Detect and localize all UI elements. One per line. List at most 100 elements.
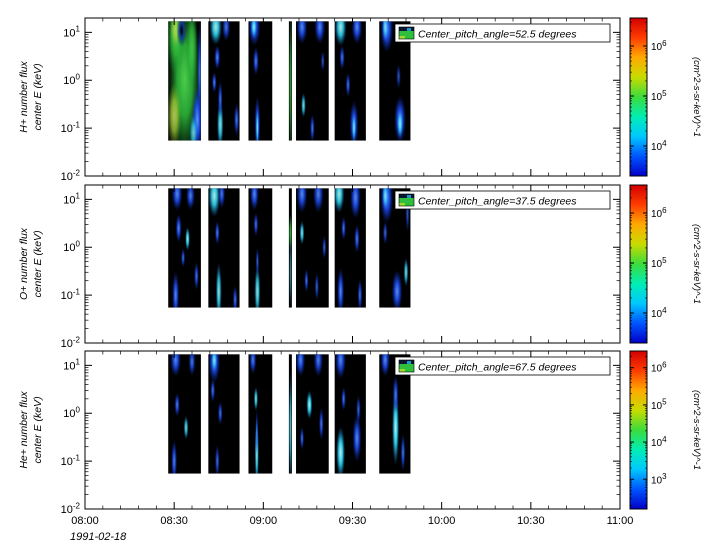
flux-blob bbox=[288, 370, 292, 474]
legend-icon-border bbox=[398, 359, 415, 373]
flux-blob bbox=[333, 188, 345, 214]
legend-icon-dark-band bbox=[399, 194, 414, 198]
flux-blob bbox=[403, 257, 409, 287]
flux-blob bbox=[392, 375, 399, 414]
flux-blob bbox=[345, 72, 351, 98]
flux-blob bbox=[253, 386, 258, 411]
flux-blob bbox=[335, 354, 346, 380]
legend-box bbox=[394, 190, 611, 210]
flux-blob bbox=[320, 50, 325, 72]
y-tick-label: 10-1 bbox=[61, 454, 81, 469]
flux-blob bbox=[211, 71, 217, 93]
legend: Center_pitch_angle=67.5 degrees bbox=[394, 356, 611, 376]
flux-blob bbox=[396, 64, 401, 89]
flux-blob bbox=[172, 271, 180, 308]
flux-blob bbox=[179, 23, 184, 38]
legend-icon-dark-band bbox=[399, 360, 414, 364]
colorbar-unit-label: (cm^2-s-sr-keV)^-1 bbox=[691, 57, 702, 137]
flux-blob bbox=[382, 188, 389, 210]
flux-blob bbox=[197, 21, 203, 125]
flux-blob bbox=[289, 233, 292, 308]
flux-blob bbox=[334, 21, 347, 47]
legend-icon-yellow-band bbox=[399, 369, 405, 372]
flux-blob bbox=[314, 272, 319, 302]
x-tick-label: 09:30 bbox=[339, 515, 367, 527]
flux-blob bbox=[218, 188, 226, 209]
flux-blob bbox=[255, 408, 259, 457]
panel-Heplus: 101 100 10-1 10-2 He+ number flux center E (k… bbox=[18, 350, 702, 516]
flux-blob bbox=[188, 354, 196, 376]
y-tick-label: 10-2 bbox=[61, 501, 81, 516]
flux-blob bbox=[397, 109, 404, 139]
flux-blob bbox=[299, 426, 305, 451]
colorbar-tick-label: 105 bbox=[651, 256, 667, 270]
y-axis-label-line1: He+ number flux bbox=[18, 391, 30, 469]
legend-label: Center_pitch_angle=37.5 degrees bbox=[418, 196, 577, 208]
x-tick-label: 08:30 bbox=[160, 515, 188, 527]
date-label: 1991-02-18 bbox=[70, 531, 127, 543]
flux-blob bbox=[171, 188, 183, 211]
flux-blob bbox=[341, 386, 346, 411]
flux-blob bbox=[255, 247, 260, 277]
colorbar-tick-label: 106 bbox=[651, 361, 667, 375]
legend-icon-yellow-band bbox=[399, 203, 405, 206]
flux-blob bbox=[181, 248, 186, 268]
y-axis-label-line2: center E (keV) bbox=[32, 63, 44, 130]
y-tick-label: 10-2 bbox=[61, 168, 81, 183]
flux-blob bbox=[171, 439, 178, 474]
flux-blob bbox=[352, 414, 362, 463]
legend-icon-blue-dot bbox=[407, 195, 411, 198]
legend-icon-border bbox=[398, 193, 415, 207]
y-axis-label-line1: O+ number flux bbox=[18, 227, 30, 300]
flux-blob bbox=[194, 261, 199, 291]
flux-blob bbox=[350, 188, 361, 219]
flux-blob bbox=[209, 21, 223, 46]
x-tick-label: 08:00 bbox=[71, 515, 99, 527]
flux-blob bbox=[351, 21, 363, 45]
y-tick-label: 101 bbox=[63, 358, 80, 373]
flux-blob bbox=[296, 21, 308, 45]
flux-blob bbox=[337, 267, 345, 308]
legend-box bbox=[394, 23, 611, 43]
flux-blob bbox=[189, 113, 198, 141]
legend-icon-dark-band bbox=[399, 27, 414, 31]
x-tick-label: 09:00 bbox=[250, 515, 278, 527]
colorbar bbox=[629, 184, 648, 344]
flux-blob bbox=[382, 220, 388, 245]
flux-blob bbox=[215, 262, 222, 308]
flux-blob bbox=[314, 21, 326, 45]
y-axis-label-line1: H+ number flux bbox=[18, 61, 30, 133]
legend-label: Center_pitch_angle=67.5 degrees bbox=[418, 362, 577, 374]
flux-blob bbox=[301, 92, 306, 118]
flux-blob bbox=[336, 426, 346, 474]
colorbar-unit-label: (cm^2-s-sr-keV)^-1 bbox=[691, 390, 702, 470]
y-tick-label: 100 bbox=[63, 240, 80, 255]
flux-blob bbox=[222, 21, 231, 42]
flux-blob bbox=[306, 390, 313, 420]
flux-blob bbox=[312, 188, 324, 214]
flux-blob bbox=[400, 433, 406, 472]
legend-icon-yellow-band bbox=[399, 36, 405, 39]
flux-blob bbox=[304, 268, 309, 293]
x-tick-label: 10:00 bbox=[428, 515, 456, 527]
flux-blob bbox=[357, 278, 363, 308]
panel-Oplus: 101 100 10-1 10-2 O+ number flux center E (ke… bbox=[18, 184, 702, 350]
legend-icon-blue-dot bbox=[407, 361, 411, 364]
y-tick-label: 101 bbox=[63, 25, 80, 40]
y-tick-label: 10-1 bbox=[61, 288, 81, 303]
y-axis-label-line2: center E (keV) bbox=[32, 396, 44, 463]
colorbar-tick-label: 105 bbox=[651, 89, 667, 103]
legend-icon-border bbox=[398, 26, 415, 40]
flux-blob bbox=[233, 102, 240, 137]
flux-blob bbox=[356, 395, 361, 424]
flux-blob bbox=[391, 269, 403, 308]
flux-blob bbox=[254, 264, 261, 308]
y-axis-label-line2: center E (keV) bbox=[32, 230, 44, 297]
flux-blob bbox=[309, 113, 315, 141]
flux-blob bbox=[186, 188, 195, 210]
spectrogram-blobs bbox=[168, 21, 406, 141]
flux-blob bbox=[214, 444, 220, 474]
colorbar-unit-label: (cm^2-s-sr-keV)^-1 bbox=[691, 224, 702, 304]
colorbar-tick-label: 106 bbox=[651, 206, 667, 220]
flux-blob bbox=[252, 46, 259, 76]
